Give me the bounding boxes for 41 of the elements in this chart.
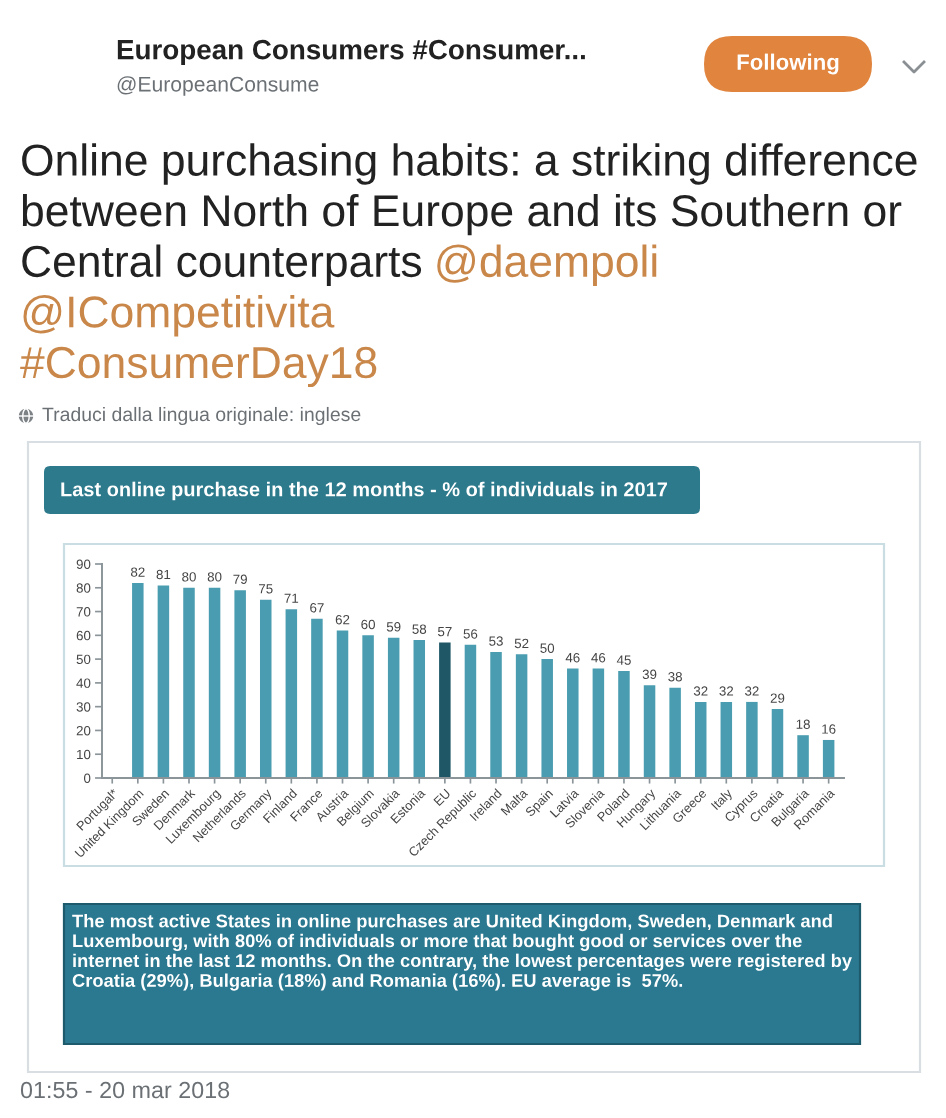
bar: [490, 651, 502, 778]
text: European Consumers #Consumer...: [117, 39, 585, 65]
bar: [822, 739, 835, 778]
bar: [183, 587, 195, 778]
text: Following: [737, 53, 839, 75]
text: @ICompetitivita: [23, 295, 335, 337]
bar: [413, 640, 426, 778]
bar: [285, 609, 298, 778]
bar: [797, 735, 809, 778]
text: @EuropeanConsume: [117, 76, 319, 96]
bar: [771, 709, 784, 778]
bar: [669, 687, 681, 778]
text: Traduci dalla lingua originale: inglese: [42, 406, 361, 426]
bar: [132, 583, 144, 778]
bar: [694, 701, 707, 778]
bar: [515, 654, 528, 778]
chart-title: Last online purchase in the 12 months - % of individuals in 2017: [61, 481, 668, 501]
text: between North of Europe and its Southern or: [22, 193, 902, 236]
bar: [464, 644, 477, 778]
text: Central counterparts: [22, 244, 422, 286]
text: #ConsumerDay18: [20, 346, 377, 388]
text: 01:55 - 20 mar 2018: [20, 1081, 230, 1099]
bar: [567, 668, 579, 778]
bar: [362, 635, 374, 778]
bar: [311, 618, 323, 778]
text: Online purchasing habits: a striking difference: [22, 143, 917, 185]
bar: [157, 585, 170, 778]
bar: [336, 630, 349, 778]
bar: [592, 668, 605, 778]
bar: [643, 685, 656, 778]
bar: [720, 701, 733, 778]
bar: [387, 637, 400, 778]
bar: [746, 701, 758, 778]
bar: [541, 659, 553, 778]
bar: [618, 671, 630, 778]
bar: [234, 590, 246, 778]
bar: [208, 587, 221, 778]
text: The most active States in online purchases are United Kingdom, Sweden, Denmark and Luxembourg, with 80% of individuals or more that bought good or services over the internet in the last 12 months. On the contrary, the lowest percentages were registered by Croatia (29%), Bulgaria (18%) and Romania (16%). EU average is 57%.: [72, 914, 852, 991]
text: @daempoli: [437, 244, 657, 286]
bar: [259, 599, 272, 778]
bar: [439, 642, 451, 778]
